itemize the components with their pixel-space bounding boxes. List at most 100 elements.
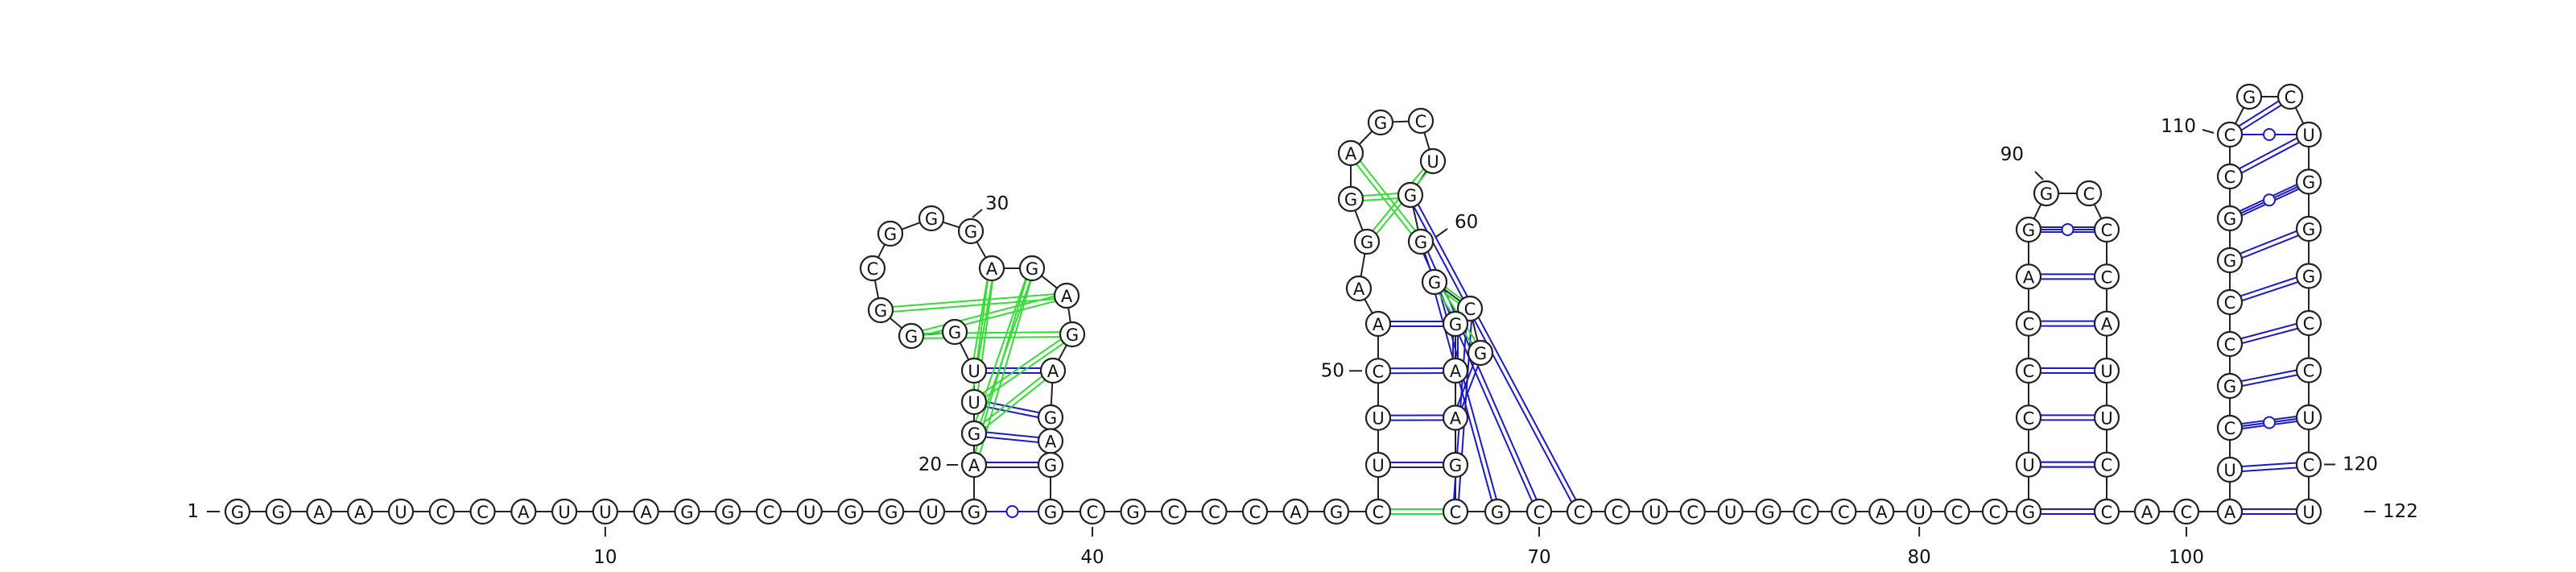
index-label-90: 90 (2000, 144, 2024, 165)
nucleotide-82: C (1981, 498, 2008, 525)
svg-text:C: C (1951, 503, 1963, 522)
nucleotide-90: G (2033, 180, 2060, 207)
svg-text:G: G (1414, 233, 1427, 252)
backbone-segment (1354, 209, 1364, 231)
nucleotide-2: G (265, 498, 291, 525)
svg-text:G: G (925, 209, 938, 229)
svg-text:G: G (2223, 377, 2236, 396)
nucleotide-71: C (1566, 498, 1593, 525)
svg-text:U: U (2100, 408, 2112, 428)
nucleotide-95: U (2093, 357, 2120, 384)
nucleotide-98: C (2093, 498, 2120, 525)
index-tick (2202, 129, 2215, 134)
nucleotide-17: G (878, 498, 905, 525)
nucleotide-93: C (2093, 263, 2120, 290)
backbone-segment (2093, 204, 2103, 219)
index-label-122: 122 (2383, 501, 2418, 522)
nucleotide-54: G (1337, 185, 1364, 213)
svg-text:U: U (2302, 126, 2314, 145)
nucleotide-40: C (1079, 498, 1106, 525)
nucleotide-104: G (2216, 372, 2244, 400)
nucleotide-35: A (1039, 357, 1067, 384)
svg-text:U: U (2022, 456, 2034, 475)
backbone-segment (1412, 206, 1419, 230)
nucleotide-66: A (1442, 404, 1469, 431)
nucleotide-30: G (957, 218, 985, 245)
backbone-segment (1050, 382, 1054, 406)
svg-text:U: U (926, 503, 938, 522)
nucleotide-106: C (2216, 288, 2244, 316)
index-label-1: 1 (187, 501, 199, 522)
nucleotide-23: U (960, 357, 988, 384)
nucleotide-29: G (918, 205, 945, 232)
nucleotide-86: C (2015, 357, 2042, 384)
svg-text:C: C (2285, 88, 2297, 107)
nucleotide-20: A (960, 451, 988, 479)
pseudoknot-pair-line (1372, 168, 1424, 232)
nucleotide-103: C (2216, 414, 2244, 441)
svg-text:C: C (1838, 503, 1850, 522)
svg-text:C: C (2101, 456, 2113, 475)
svg-text:G: G (2302, 267, 2315, 287)
svg-text:G: G (2302, 220, 2315, 239)
svg-text:U: U (1372, 409, 1384, 429)
nucleotide-32: G (1018, 255, 1046, 282)
pseudoknot-pair-line (1359, 160, 1416, 231)
svg-text:A: A (1450, 362, 1462, 381)
backbone-segment (1472, 320, 1479, 342)
backbone-segment (942, 221, 960, 229)
svg-text:G: G (1044, 456, 1057, 475)
svg-text:A: A (1045, 433, 1057, 452)
nucleotide-47: C (1364, 498, 1392, 525)
svg-text:C: C (2181, 503, 2193, 522)
nucleotide-105: C (2216, 330, 2244, 358)
nucleotide-119: U (2295, 404, 2322, 431)
svg-text:G: G (2223, 209, 2236, 229)
wobble-pair-marker (1005, 505, 1019, 518)
svg-text:A: A (1047, 362, 1059, 381)
svg-text:C: C (2303, 314, 2315, 334)
svg-text:C: C (1464, 300, 1476, 319)
svg-text:G: G (964, 222, 977, 242)
index-label-40: 40 (1080, 547, 1104, 568)
nucleotide-34: G (1059, 321, 1086, 348)
svg-text:C: C (477, 503, 489, 522)
nucleotide-75: U (1717, 498, 1744, 525)
backbone-segment (1358, 131, 1373, 145)
svg-text:C: C (1249, 503, 1261, 522)
svg-text:U: U (803, 503, 815, 522)
base-pair-line (2238, 100, 2280, 127)
svg-text:G: G (721, 503, 734, 522)
svg-text:A: A (354, 503, 366, 522)
svg-text:C: C (1534, 503, 1546, 522)
index-label-10: 10 (593, 547, 617, 568)
svg-text:G: G (1404, 186, 1417, 205)
svg-text:U: U (2302, 408, 2314, 428)
svg-text:U: U (1372, 456, 1384, 475)
pseudoknot-pair-line (982, 338, 1062, 394)
base-pair-line (2240, 104, 2282, 131)
svg-text:U: U (394, 503, 407, 522)
index-label-100: 100 (2169, 547, 2204, 568)
nucleotide-89: G (2015, 216, 2042, 243)
svg-text:C: C (2023, 315, 2035, 334)
svg-text:G: G (1449, 456, 1462, 475)
svg-text:G: G (2223, 251, 2236, 271)
nucleotide-109: C (2216, 163, 2244, 190)
nucleotide-117: C (2295, 309, 2322, 337)
nucleotide-26: G (867, 296, 894, 324)
base-pair-line (2241, 141, 2300, 174)
nucleotide-121: U (2295, 498, 2322, 525)
nucleotide-59: G (1397, 181, 1424, 209)
svg-text:G: G (885, 503, 898, 522)
svg-text:C: C (436, 503, 448, 522)
pseudoknot-pair-line (1363, 197, 1399, 201)
svg-text:G: G (272, 503, 285, 522)
index-label-30: 30 (985, 193, 1009, 214)
nucleotide-115: G (2295, 215, 2322, 242)
pseudoknot-pair-line (893, 298, 1055, 313)
wobble-pair-marker (2263, 193, 2276, 207)
nucleotide-36: G (1037, 404, 1064, 431)
pseudoknot-pair-line (1445, 286, 1463, 301)
